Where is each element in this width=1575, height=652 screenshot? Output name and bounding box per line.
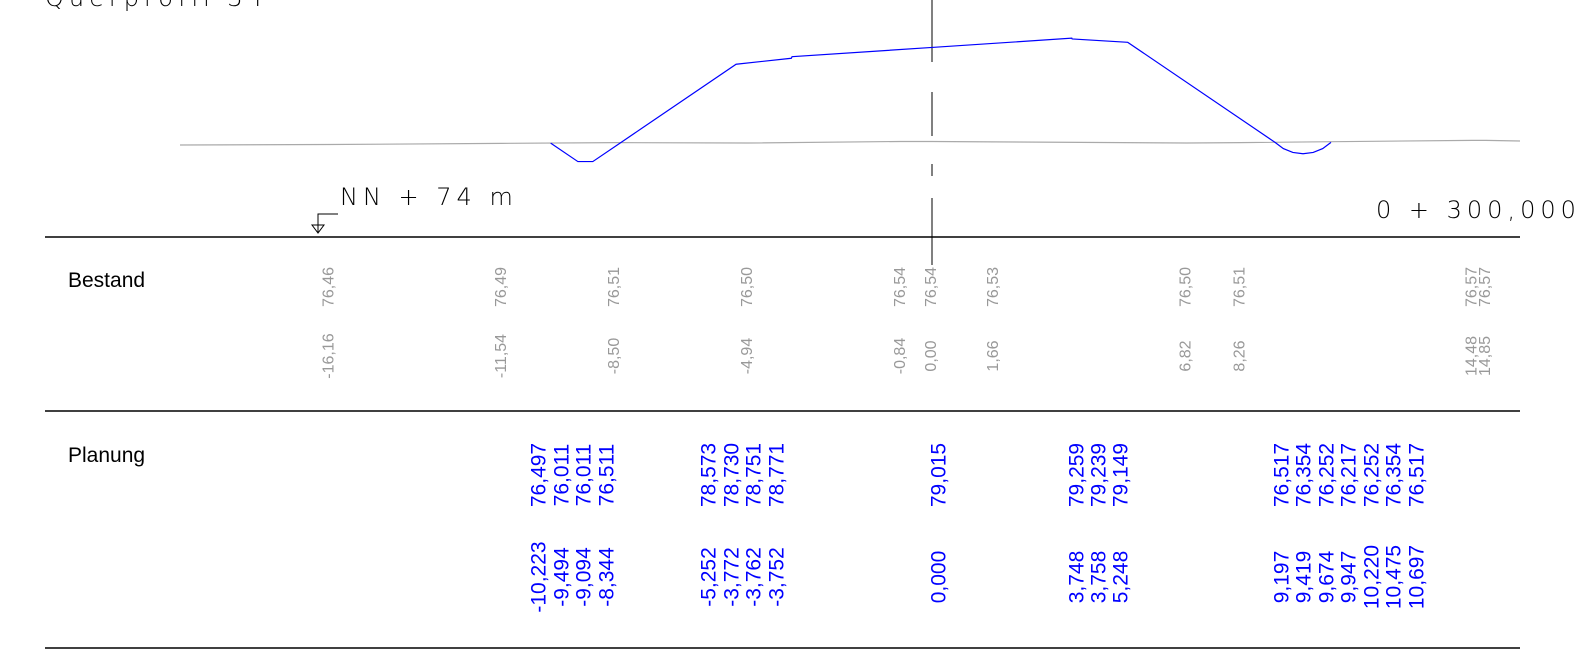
offset-label: -16,16 (320, 333, 337, 378)
offset-label: 0,000 (928, 551, 951, 604)
station-label: 0 + 300,000 (1376, 196, 1575, 224)
elevation-label: 78,730 (721, 443, 744, 507)
elevation-label: 78,573 (698, 443, 721, 507)
offset-label: 3,748 (1066, 551, 1089, 604)
offset-label: -3,762 (743, 547, 766, 607)
offset-label: 9,674 (1316, 550, 1339, 603)
elevation-label: 76,49 (493, 267, 510, 307)
elevation-label: 76,51 (606, 267, 623, 307)
elevation-label: 76,354 (1383, 443, 1406, 508)
offset-label: -8,50 (606, 338, 623, 375)
offset-label: 10,220 (1361, 545, 1384, 609)
offset-label: -3,752 (766, 547, 789, 607)
elevation-label: 76,217 (1338, 443, 1361, 507)
elevation-label: 76,511 (596, 444, 619, 507)
datum-label: NN + 74 m (340, 183, 518, 211)
offset-label: -8,344 (596, 547, 619, 607)
elevation-label: 76,53 (985, 267, 1002, 307)
elevation-label: 76,252 (1361, 443, 1384, 507)
ground-line (179, 139, 1521, 146)
elevation-label: 76,011 (573, 444, 596, 507)
elevation-label: 79,239 (1088, 443, 1111, 507)
offset-label: 6,82 (1178, 340, 1195, 371)
offset-label: -10,223 (528, 541, 551, 612)
design-line (550, 37, 1332, 163)
elevation-label: 76,50 (1178, 267, 1195, 307)
offset-label: 9,419 (1293, 551, 1316, 604)
elevation-label: 76,54 (923, 267, 940, 307)
elevation-label: 78,771 (766, 443, 789, 507)
elevation-label: 79,015 (928, 443, 951, 507)
elevation-label: 76,57 (1477, 267, 1494, 307)
offset-label: 5,248 (1110, 551, 1133, 604)
elevation-label: 76,57 (1463, 267, 1480, 307)
elevation-label: 76,517 (1406, 443, 1429, 507)
elevation-label: 76,51 (1231, 267, 1248, 307)
offset-label: -9,094 (573, 547, 596, 607)
elevation-label: 76,46 (320, 267, 337, 307)
elevation-label: 76,252 (1316, 443, 1339, 507)
offset-label: 0,00 (923, 340, 940, 371)
offset-label: 3,758 (1088, 551, 1111, 604)
elevation-label: 79,149 (1110, 443, 1133, 507)
offset-label: 1,66 (985, 340, 1002, 371)
elevation-label: 76,54 (892, 267, 909, 307)
elevation-label: 76,50 (739, 267, 756, 307)
title: Querprofil 3+ (45, 0, 273, 12)
elevation-label: 76,497 (528, 443, 551, 507)
elevation-label: 78,751 (743, 443, 766, 507)
offset-label: -9,494 (551, 547, 574, 607)
offset-label: 8,26 (1231, 340, 1248, 371)
row-label: Planung (68, 444, 145, 467)
offset-label: -3,772 (721, 547, 744, 607)
offset-label: 10,697 (1406, 545, 1429, 609)
datum-symbol (311, 213, 338, 234)
offset-label: -4,94 (739, 338, 756, 375)
offset-label: 9,947 (1338, 551, 1361, 604)
elevation-label: 76,011 (551, 444, 574, 507)
offset-label: 10,475 (1383, 545, 1406, 609)
row-label: Bestand (68, 269, 145, 292)
offset-label: -11,54 (493, 334, 510, 378)
offset-label: -0,84 (892, 338, 909, 375)
elevation-label: 76,354 (1293, 443, 1316, 508)
offset-label: 9,197 (1271, 551, 1294, 604)
elevation-label: 76,517 (1271, 443, 1294, 507)
offset-label: -5,252 (698, 547, 721, 607)
offset-label: 14,85 (1477, 336, 1494, 376)
elevation-label: 79,259 (1066, 443, 1089, 507)
offset-label: 14,48 (1463, 336, 1480, 376)
